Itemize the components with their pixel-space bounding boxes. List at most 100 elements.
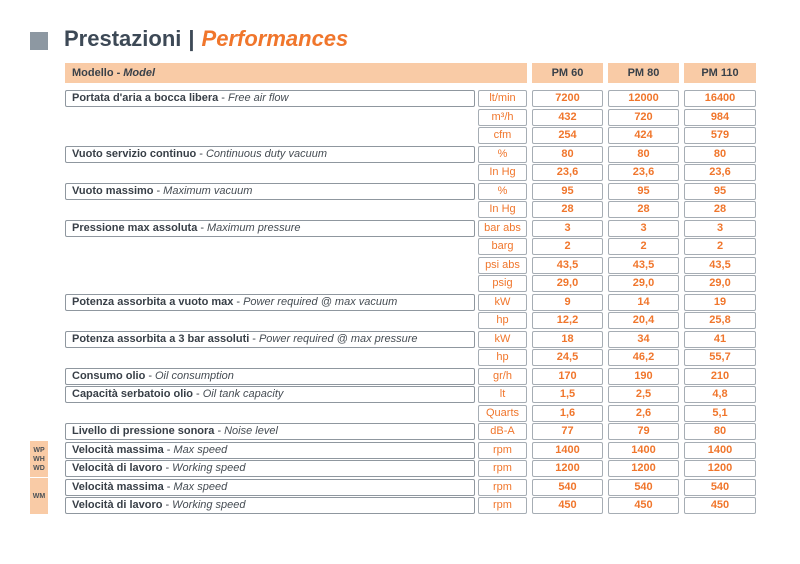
row-label: Livello di pressione sonora - Noise level: [65, 423, 475, 440]
value-cell: 3: [684, 219, 756, 237]
row-label-separator: -: [156, 184, 161, 197]
value-cell: 3: [608, 219, 679, 237]
row-label-italian: Pressione max assoluta: [72, 221, 198, 234]
value-cell: 12000: [608, 90, 679, 107]
row-label-empty: [65, 109, 475, 126]
row-label-italian: Potenza assorbita a 3 bar assoluti: [72, 332, 250, 345]
unit-cell: lt: [478, 386, 527, 403]
table-row: Portata d'aria a bocca libera - Free air f…: [65, 90, 756, 107]
row-label-empty: [65, 257, 475, 274]
row-label: Consumo olio - Oil consumption: [65, 367, 475, 385]
unit-cell: hp: [478, 349, 527, 366]
row-label-english: Working speed: [172, 499, 246, 511]
row-label: Potenza assorbita a vuoto max - Power requ…: [65, 293, 475, 311]
value-cell: 28: [608, 201, 679, 218]
value-cell: 25,8: [684, 312, 756, 329]
page-title-english: Performances: [201, 26, 349, 51]
value-cell: 2: [684, 238, 756, 255]
value-cell: 540: [532, 478, 603, 496]
value-cell: 720: [608, 108, 679, 126]
value-cell: 29,0: [532, 275, 603, 292]
value-cell: 540: [684, 478, 756, 496]
table-row: Vuoto servizio continuo - Continuous duty …: [65, 145, 756, 163]
table-row: Consumo olio - Oil consumption gr/h 170 190 21…: [65, 367, 756, 385]
value-cell: 20,4: [608, 312, 679, 329]
value-cell: 80: [684, 423, 756, 440]
value-cell: 14: [608, 293, 679, 311]
row-label-empty: [65, 349, 475, 366]
unit-cell: lt/min: [478, 90, 527, 107]
row-label-italian: Velocità di lavoro: [72, 462, 163, 474]
table-row: Velocità di lavoro - Working speed rpm 450 45…: [65, 497, 756, 514]
unit-cell: Quarts: [478, 404, 527, 422]
row-label-english: Maximum pressure: [207, 221, 301, 234]
table-row: Vuoto massimo - Maximum vacuum% 95 95 95: [65, 182, 756, 200]
row-label: Vuoto servizio continuo - Continuous duty …: [65, 145, 475, 163]
value-cell: 254: [532, 127, 603, 144]
value-cell: 16400: [684, 90, 756, 107]
unit-cell: barg: [478, 238, 527, 255]
row-label-separator: -: [200, 221, 205, 234]
row-label: Potenza assorbita a 3 bar assoluti - Power…: [65, 330, 475, 348]
row-label-separator: -: [165, 462, 170, 474]
table-row: psig 29,0 29,0 29,0: [65, 275, 756, 292]
value-cell: 1200: [532, 460, 603, 477]
row-label-separator: -: [165, 499, 170, 511]
model-header-italian: Modello: [72, 67, 114, 79]
model-badge-block: WP WH WD: [30, 441, 48, 477]
row-label-empty: [65, 127, 475, 144]
value-cell: 12,2: [532, 312, 603, 329]
value-cell: 579: [684, 127, 756, 144]
table-row: Potenza assorbita a 3 bar assoluti - Power…: [65, 330, 756, 348]
row-label: Portata d'aria a bocca libera - Free air f…: [65, 90, 475, 107]
table-row: hp 12,2 20,4 25,8: [65, 312, 756, 329]
value-cell: 79: [608, 423, 679, 440]
unit-cell: dB-A: [478, 423, 527, 440]
table-row: hp 24,5 46,2 55,7: [65, 349, 756, 366]
table-row: Livello di pressione sonora - Noise level d…: [65, 423, 756, 440]
unit-cell: cfm: [478, 127, 527, 144]
model-header-bar: Modello - Model: [65, 63, 527, 83]
row-label-english: Maximum vacuum: [163, 184, 253, 197]
row-label: Velocità di lavoro - Working speed: [65, 497, 475, 514]
value-cell: 95: [532, 182, 603, 200]
value-cell: 23,6: [532, 164, 603, 181]
table-row: Potenza assorbita a vuoto max - Power requ…: [65, 293, 756, 311]
table-body: Portata d'aria a bocca libera - Free air f…: [65, 90, 756, 516]
value-cell: 29,0: [608, 275, 679, 292]
value-cell: 46,2: [608, 349, 679, 366]
table-row: cfm 254 424 579: [65, 127, 756, 144]
row-label-english: Oil consumption: [155, 369, 234, 382]
value-cell: 34: [608, 330, 679, 348]
value-cell: 43,5: [684, 256, 756, 274]
table-row: barg 2 2 2: [65, 238, 756, 255]
section-marker-square: [30, 32, 48, 50]
row-label: Capacità serbatoio olio - Oil tank capacit…: [65, 386, 475, 403]
value-cell: 95: [608, 182, 679, 200]
unit-cell: hp: [478, 312, 527, 329]
value-cell: 43,5: [532, 256, 603, 274]
value-cell: 23,6: [684, 164, 756, 181]
row-label-empty: [65, 312, 475, 329]
unit-cell: psig: [478, 275, 527, 292]
row-label: Velocità massima - Max speed: [65, 478, 475, 496]
model-badge-block: WM: [30, 478, 48, 514]
table-row: m³/h 432 720 984: [65, 108, 756, 126]
column-header-pm110: PM 110: [684, 63, 756, 83]
row-label-empty: [65, 164, 475, 181]
unit-cell: rpm: [478, 478, 527, 496]
row-label-italian: Portata d'aria a bocca libera: [72, 92, 219, 104]
table-row: Pressione max assoluta - Maximum pressure b…: [65, 219, 756, 237]
row-label-empty: [65, 405, 475, 422]
row-label-english: Continuous duty vacuum: [205, 147, 328, 160]
row-label-separator: -: [196, 388, 200, 400]
row-label-italian: Vuoto servizio continuo: [72, 147, 197, 160]
row-label-italian: Velocità massima: [72, 443, 164, 456]
row-label-italian: Livello di pressione sonora: [72, 425, 215, 437]
unit-cell: In Hg: [478, 164, 527, 181]
value-cell: 3: [532, 219, 603, 237]
row-label-empty: [65, 238, 475, 255]
value-cell: 2: [608, 238, 679, 255]
unit-cell: %: [478, 145, 527, 163]
